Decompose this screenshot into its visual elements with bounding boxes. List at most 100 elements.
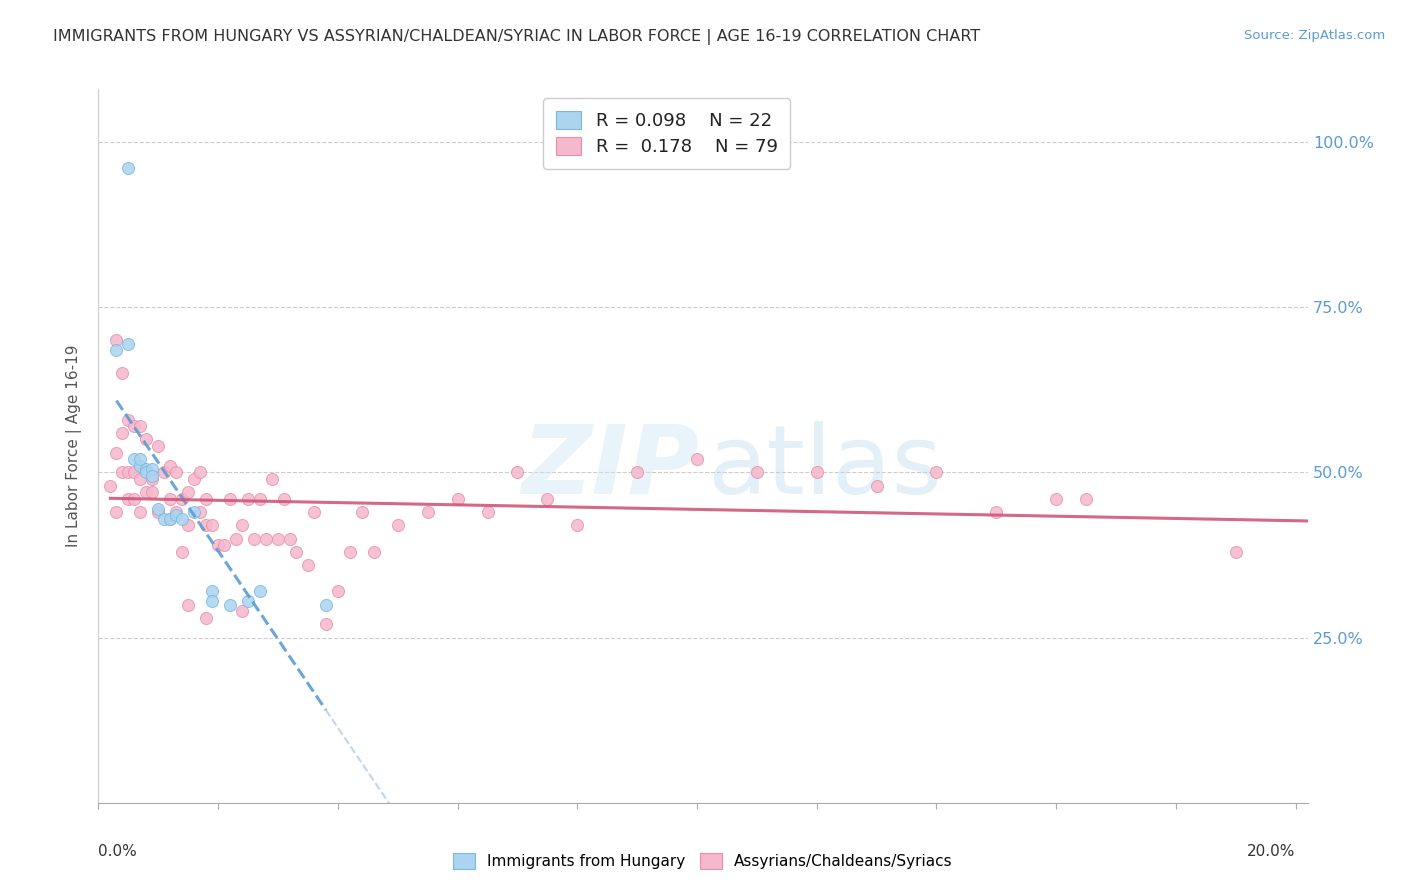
Point bbox=[1074, 491, 1097, 506]
Point bbox=[1225, 545, 1247, 559]
Legend: R = 0.098    N = 22, R =  0.178    N = 79: R = 0.098 N = 22, R = 0.178 N = 79 bbox=[543, 98, 790, 169]
Point bbox=[148, 439, 170, 453]
Point bbox=[260, 472, 283, 486]
Text: ZIP: ZIP bbox=[522, 421, 699, 514]
Point bbox=[159, 511, 181, 525]
Point bbox=[129, 472, 152, 486]
Point bbox=[124, 419, 146, 434]
Point bbox=[195, 611, 218, 625]
Point bbox=[111, 425, 134, 440]
Point bbox=[207, 538, 229, 552]
Point bbox=[124, 452, 146, 467]
Point bbox=[273, 491, 295, 506]
Point bbox=[117, 466, 139, 480]
Point bbox=[195, 518, 218, 533]
Point bbox=[129, 452, 152, 467]
Point bbox=[141, 485, 163, 500]
Point bbox=[129, 505, 152, 519]
Point bbox=[416, 505, 439, 519]
Point bbox=[165, 505, 187, 519]
Point bbox=[105, 445, 128, 459]
Text: 0.0%: 0.0% bbox=[98, 845, 138, 860]
Point bbox=[111, 466, 134, 480]
Text: atlas: atlas bbox=[707, 421, 942, 514]
Point bbox=[363, 545, 385, 559]
Text: Source: ZipAtlas.com: Source: ZipAtlas.com bbox=[1244, 29, 1385, 42]
Text: IMMIGRANTS FROM HUNGARY VS ASSYRIAN/CHALDEAN/SYRIAC IN LABOR FORCE | AGE 16-19 C: IMMIGRANTS FROM HUNGARY VS ASSYRIAN/CHAL… bbox=[53, 29, 980, 45]
Point bbox=[129, 458, 152, 473]
Point bbox=[141, 472, 163, 486]
Point bbox=[159, 458, 181, 473]
Point bbox=[172, 545, 194, 559]
Point bbox=[195, 491, 218, 506]
Point bbox=[284, 545, 307, 559]
Point bbox=[141, 462, 163, 476]
Point bbox=[267, 532, 290, 546]
Point bbox=[315, 617, 337, 632]
Point bbox=[745, 466, 768, 480]
Point bbox=[297, 558, 319, 572]
Point bbox=[105, 343, 128, 358]
Point bbox=[1045, 491, 1067, 506]
Point bbox=[188, 505, 211, 519]
Point bbox=[865, 478, 887, 492]
Point bbox=[153, 511, 176, 525]
Point bbox=[135, 485, 157, 500]
Point bbox=[188, 466, 211, 480]
Point bbox=[626, 466, 648, 480]
Point bbox=[148, 501, 170, 516]
Point bbox=[201, 594, 224, 608]
Point bbox=[249, 491, 271, 506]
Point bbox=[117, 412, 139, 426]
Point bbox=[124, 491, 146, 506]
Point bbox=[477, 505, 499, 519]
Point bbox=[446, 491, 468, 506]
Point bbox=[567, 518, 589, 533]
Point bbox=[159, 491, 181, 506]
Point bbox=[153, 466, 176, 480]
Point bbox=[111, 367, 134, 381]
Point bbox=[231, 604, 253, 618]
Point bbox=[254, 532, 277, 546]
Point bbox=[212, 538, 235, 552]
Y-axis label: In Labor Force | Age 16-19: In Labor Force | Age 16-19 bbox=[66, 344, 83, 548]
Point bbox=[278, 532, 301, 546]
Point bbox=[219, 491, 242, 506]
Point bbox=[165, 466, 187, 480]
Point bbox=[172, 511, 194, 525]
Point bbox=[177, 518, 200, 533]
Point bbox=[159, 511, 181, 525]
Point bbox=[249, 584, 271, 599]
Point bbox=[117, 336, 139, 351]
Point bbox=[231, 518, 253, 533]
Point bbox=[105, 505, 128, 519]
Point bbox=[225, 532, 247, 546]
Point bbox=[117, 491, 139, 506]
Point bbox=[339, 545, 361, 559]
Point bbox=[105, 333, 128, 347]
Point bbox=[350, 505, 373, 519]
Point bbox=[124, 466, 146, 480]
Point bbox=[387, 518, 409, 533]
Point bbox=[100, 478, 122, 492]
Point bbox=[536, 491, 558, 506]
Point bbox=[129, 419, 152, 434]
Point bbox=[183, 505, 205, 519]
Point bbox=[686, 452, 709, 467]
Point bbox=[135, 466, 157, 480]
Point bbox=[219, 598, 242, 612]
Point bbox=[806, 466, 828, 480]
Point bbox=[117, 161, 139, 176]
Point bbox=[201, 518, 224, 533]
Point bbox=[236, 491, 259, 506]
Point bbox=[135, 462, 157, 476]
Point bbox=[302, 505, 325, 519]
Point bbox=[183, 472, 205, 486]
Point bbox=[986, 505, 1008, 519]
Point bbox=[506, 466, 529, 480]
Point bbox=[135, 433, 157, 447]
Point bbox=[201, 584, 224, 599]
Point bbox=[243, 532, 266, 546]
Point bbox=[177, 485, 200, 500]
Point bbox=[315, 598, 337, 612]
